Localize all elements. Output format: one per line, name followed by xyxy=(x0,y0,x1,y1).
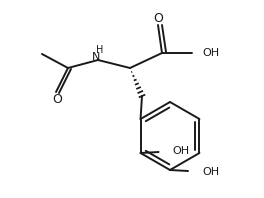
Text: O: O xyxy=(153,11,163,25)
Text: O: O xyxy=(52,92,62,106)
Text: OH: OH xyxy=(173,146,190,156)
Text: OH: OH xyxy=(202,48,219,58)
Text: N: N xyxy=(92,52,100,62)
Text: H: H xyxy=(96,45,104,55)
Text: OH: OH xyxy=(202,167,219,177)
